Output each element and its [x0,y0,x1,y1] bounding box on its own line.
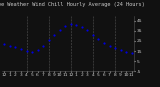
Point [31,51,33,53]
Point [20,48,22,50]
Point [97,38,100,40]
Point [58,29,61,31]
Point [103,42,105,44]
Point [130,52,133,54]
Text: Milwaukee Weather Wind Chill Hourly Average (24 Hours): Milwaukee Weather Wind Chill Hourly Aver… [0,2,145,7]
Point [42,45,44,47]
Point [75,24,78,25]
Point [14,46,17,48]
Point [108,45,111,47]
Point [47,39,50,41]
Point [92,34,94,36]
Point [25,50,28,52]
Point [3,43,6,45]
Point [64,25,67,26]
Point [69,23,72,24]
Point [80,26,83,27]
Point [9,45,11,47]
Point [125,51,127,53]
Point [114,47,116,49]
Point [119,49,122,51]
Point [36,49,39,51]
Point [53,34,56,36]
Point [86,29,89,31]
